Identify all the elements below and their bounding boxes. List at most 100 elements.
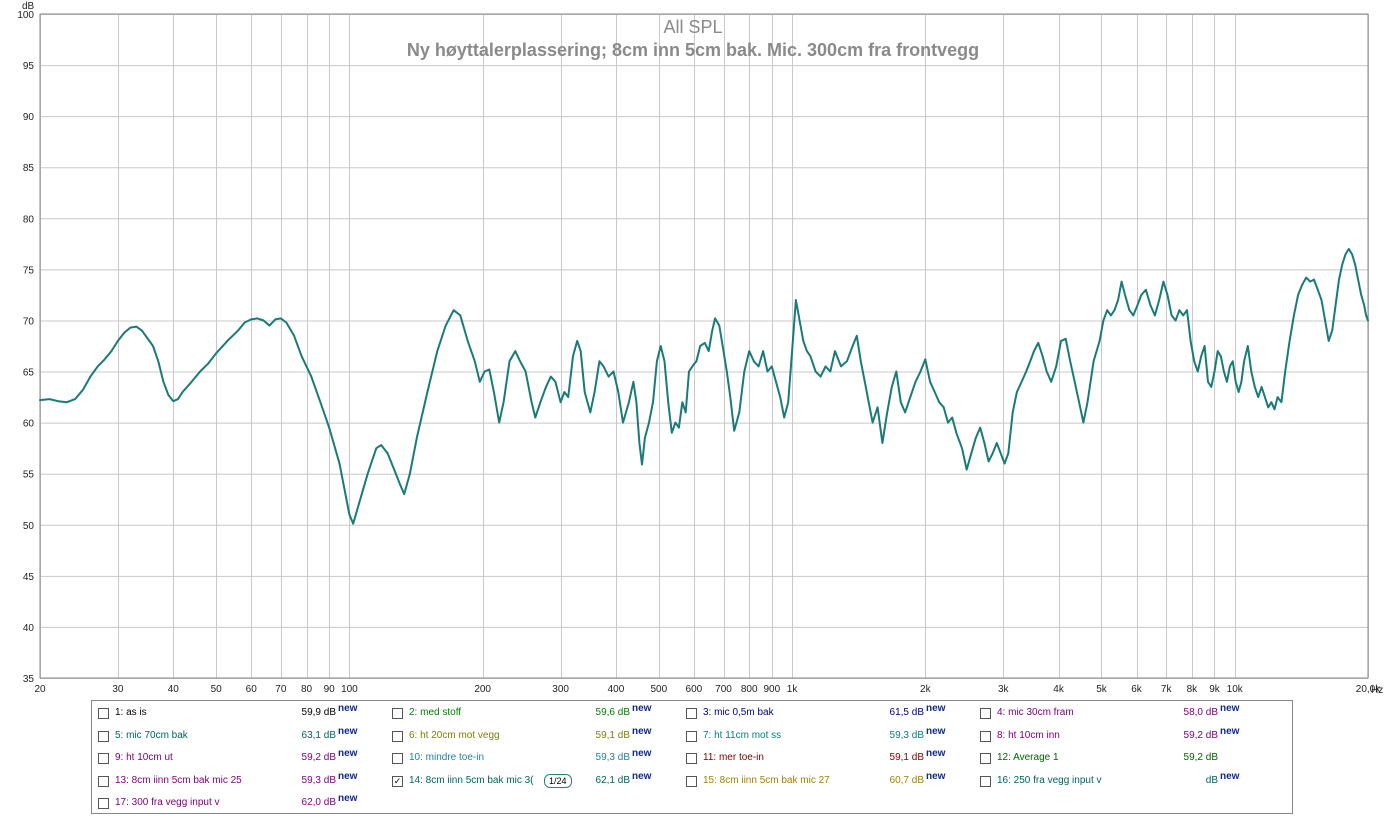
- legend-checkbox[interactable]: [392, 708, 403, 719]
- legend-value: 59,2 dB: [1183, 729, 1218, 741]
- legend-item[interactable]: 12: Average 1 59,2 dB: [980, 748, 1270, 768]
- legend-checkbox[interactable]: [98, 775, 109, 787]
- legend-label: 7: ht 11cm mot ss: [703, 729, 782, 741]
- legend-checkbox[interactable]: [98, 753, 109, 764]
- legend-value: 61,5 dB: [889, 707, 924, 718]
- legend-item[interactable]: 5: mic 70cm bak 63,1 dB new: [98, 726, 388, 746]
- legend-value: 63,1 dB: [301, 729, 336, 741]
- legend-new-tag: new: [1220, 703, 1240, 714]
- x-axis-ticks: 20 30 40 50 60 70 80 90 100 200 300 400 500 600 700 800…: [34, 684, 1381, 695]
- legend-checkbox[interactable]: [98, 730, 109, 742]
- legend-item[interactable]: ✓ 14: 8cm iinn 5cm bak mic 3(1/24 62,1 dB n…: [392, 771, 682, 791]
- legend-item[interactable]: 16: 250 fra vegg input v dB new: [980, 771, 1270, 791]
- legend-checkbox[interactable]: ✓: [392, 775, 403, 787]
- x-tick-label: 60: [246, 684, 258, 695]
- y-tick-label: 100: [17, 10, 34, 21]
- legend-label: 14: 8cm iinn 5cm bak mic 3(: [409, 774, 534, 786]
- x-tick-label: 1k: [787, 684, 799, 695]
- legend-item[interactable]: 11: mer toe-in 59,1 dB new: [686, 748, 976, 768]
- legend-value: 60,7 dB: [889, 774, 924, 786]
- legend-label: 3: mic 0,5m bak: [703, 707, 774, 718]
- legend-checkbox[interactable]: [686, 708, 697, 719]
- legend-checkbox[interactable]: [392, 730, 403, 742]
- legend-label: 9: ht 10cm ut: [115, 752, 173, 763]
- legend-checkbox[interactable]: [98, 798, 109, 809]
- legend-item[interactable]: 7: ht 11cm mot ss 59,3 dB new: [686, 726, 976, 746]
- y-tick-label: 70: [23, 316, 35, 327]
- legend-panel: 1: as is 59,9 dB new 2: med stoff 59,6 dB new…: [91, 700, 1293, 814]
- legend-value: 59,1 dB: [595, 729, 630, 741]
- legend-label: 10: mindre toe-in: [409, 752, 485, 763]
- x-tick-label: 100: [341, 684, 358, 695]
- legend-label: 16: 250 fra vegg input v: [997, 774, 1102, 786]
- x-tick-label: 700: [715, 684, 732, 695]
- legend-item[interactable]: 13: 8cm iinn 5cm bak mic 25 59,3 dB new: [98, 771, 388, 791]
- x-tick-label: 400: [608, 684, 625, 695]
- chart-title: All SPL: [663, 17, 722, 37]
- legend-checkbox[interactable]: [980, 730, 991, 742]
- y-tick-label: 75: [23, 265, 35, 276]
- legend-label: 2: med stoff: [409, 707, 462, 718]
- legend-item[interactable]: 1: as is 59,9 dB new: [98, 703, 388, 723]
- x-tick-label: 6k: [1131, 684, 1143, 695]
- x-tick-label: 300: [552, 684, 569, 695]
- x-tick-label: 800: [741, 684, 758, 695]
- legend-label: 5: mic 70cm bak: [115, 729, 188, 741]
- x-tick-label: 90: [324, 684, 336, 695]
- legend-new-tag: new: [926, 770, 946, 782]
- x-tick-label: 7k: [1161, 684, 1173, 695]
- legend-item[interactable]: 2: med stoff 59,6 dB new: [392, 703, 682, 723]
- legend-value: 59,3 dB: [301, 774, 336, 786]
- legend-checkbox[interactable]: [98, 708, 109, 719]
- legend-checkbox[interactable]: [980, 708, 991, 719]
- legend-new-tag: new: [1220, 770, 1240, 782]
- spl-chart: 35 40 45 50 55 60 65 70 75 80 85 90 95 100 20 30 40 50 60…: [17, 1, 1383, 696]
- legend-item[interactable]: 17: 300 fra vegg input v 62,0 dB new: [98, 793, 388, 813]
- y-tick-label: 90: [23, 112, 35, 123]
- legend-item[interactable]: 3: mic 0,5m bak 61,5 dB new: [686, 703, 976, 723]
- legend-item[interactable]: 8: ht 10cm inn 59,2 dB new: [980, 726, 1270, 746]
- x-tick-label: 9k: [1209, 684, 1221, 695]
- legend-new-tag: new: [632, 770, 652, 782]
- legend-new-tag: new: [926, 748, 946, 759]
- x-tick-label: 80: [301, 684, 313, 695]
- legend-item[interactable]: 10: mindre toe-in 59,3 dB new: [392, 748, 682, 768]
- x-tick-label: 70: [275, 684, 287, 695]
- legend-label: 15: 8cm iinn 5cm bak mic 27: [703, 774, 830, 786]
- legend-item[interactable]: 15: 8cm iinn 5cm bak mic 27 60,7 dB new: [686, 771, 976, 791]
- x-tick-label: 200: [474, 684, 491, 695]
- x-tick-label: 3k: [998, 684, 1010, 695]
- legend-value: 59,9 dB: [301, 707, 336, 718]
- x-tick-label: 4k: [1053, 684, 1065, 695]
- legend-new-tag: new: [926, 725, 946, 737]
- legend-checkbox[interactable]: [686, 730, 697, 742]
- legend-value: dB: [1205, 774, 1218, 786]
- legend-item[interactable]: 4: mic 30cm fram 58,0 dB new: [980, 703, 1270, 723]
- legend-value: 59,2 dB: [301, 752, 336, 763]
- x-tick-label: 40: [168, 684, 180, 695]
- legend-checkbox[interactable]: [686, 753, 697, 764]
- legend-label: 6: ht 20cm mot vegg: [409, 729, 500, 741]
- x-tick-label: 500: [650, 684, 667, 695]
- series-line: [39, 248, 1369, 525]
- smoothing-badge[interactable]: 1/24: [544, 773, 572, 788]
- legend-item[interactable]: 9: ht 10cm ut 59,2 dB new: [98, 748, 388, 768]
- legend-checkbox[interactable]: [392, 753, 403, 764]
- x-tick-label: 2k: [920, 684, 932, 695]
- legend-value: 62,0 dB: [301, 797, 336, 808]
- legend-checkbox[interactable]: [980, 753, 991, 764]
- legend-checkbox[interactable]: [980, 775, 991, 787]
- y-tick-label: 85: [23, 163, 35, 174]
- legend-label: 4: mic 30cm fram: [997, 707, 1074, 718]
- x-tick-label: 10k: [1227, 684, 1244, 695]
- legend-new-tag: new: [632, 748, 652, 759]
- legend-new-tag: new: [632, 725, 652, 737]
- series-group: [39, 248, 1369, 525]
- chart-grid: [39, 13, 1369, 679]
- legend-value: 59,3 dB: [889, 729, 924, 741]
- x-tick-label: 30: [112, 684, 124, 695]
- legend-item[interactable]: 6: ht 20cm mot vegg 59,1 dB new: [392, 726, 682, 746]
- legend-checkbox[interactable]: [686, 775, 697, 787]
- legend-label: 17: 300 fra vegg input v: [115, 797, 220, 808]
- x-tick-label: 900: [763, 684, 780, 695]
